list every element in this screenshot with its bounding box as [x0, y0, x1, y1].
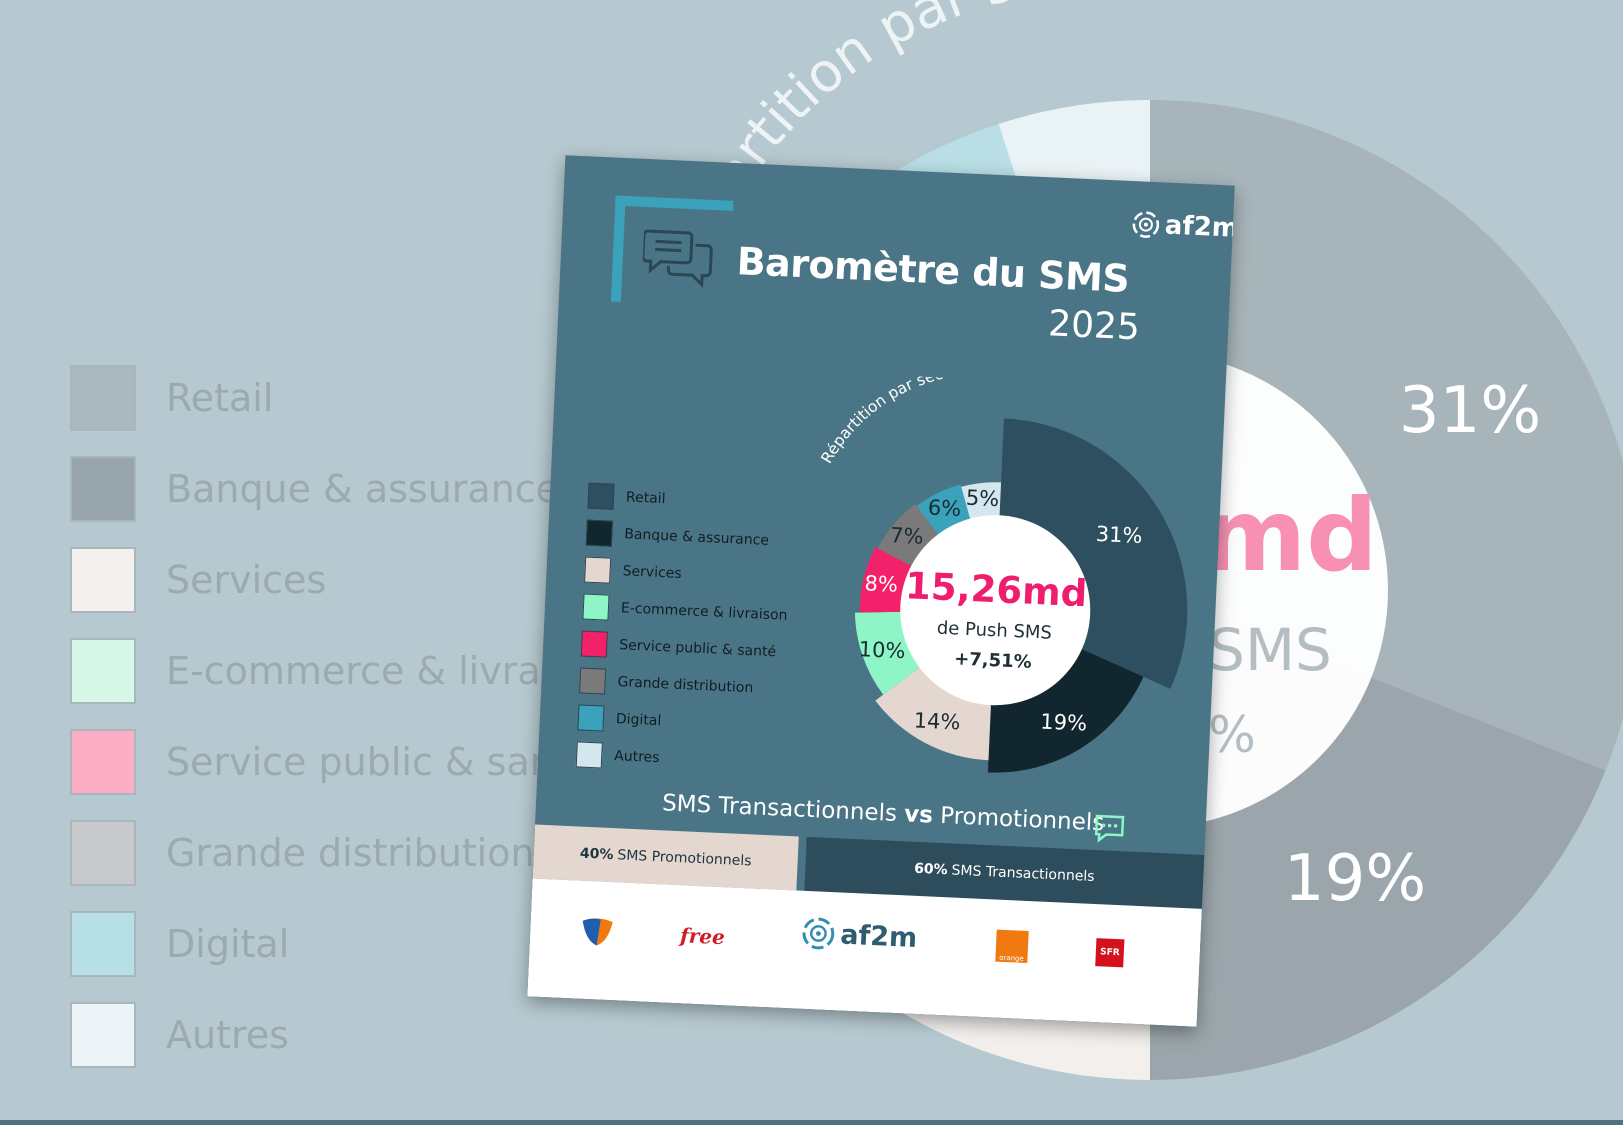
slice-label-e-commerce-livraison: 10%: [858, 637, 906, 663]
legend-swatch: [584, 556, 612, 584]
split-heading-part1: SMS Transactionnels: [661, 790, 898, 827]
background-legend-swatch: [70, 728, 136, 795]
af2m-logo-icon: [1132, 211, 1160, 238]
background-legend-label: Autres: [166, 1012, 289, 1057]
slice-label-grande-distribution: 7%: [890, 523, 924, 548]
promo-percent: 40%: [579, 845, 614, 864]
background-legend-swatch: [70, 1001, 136, 1068]
slice-label-retail: 31%: [1095, 522, 1143, 548]
af2m-logo: af2m: [1130, 209, 1235, 244]
legend-swatch: [585, 519, 613, 547]
barometer-flyer: Baromètre du SMS 2025 af2m Retail Banque …: [527, 155, 1235, 1027]
background-legend-label: Banque & assurance: [166, 466, 560, 511]
legend-item-autres: Autres: [575, 735, 781, 781]
sector-donut-chart: Répartition par secteur 31% 19% 14% 10% 8% 7%…: [817, 371, 1188, 773]
background-legend-item-retail: Retail: [70, 352, 618, 443]
background-legend-label: Grande distribution: [166, 830, 535, 875]
legend-label: Autres: [613, 747, 660, 766]
free-logo: free: [679, 923, 726, 950]
background-center-value: md: [1202, 477, 1378, 594]
af2m-footer-logo-icon: [802, 917, 835, 950]
sfr-logo: SFR: [1095, 938, 1125, 968]
bouygues-logo-icon: [582, 918, 613, 946]
title-bracket: [615, 195, 734, 211]
background-legend-item-autres: Autres: [70, 989, 618, 1080]
background-legend-label: Digital: [166, 921, 290, 966]
legend-label: Digital: [615, 710, 662, 729]
legend-label: Services: [622, 562, 683, 582]
legend-label: Service public & santé: [618, 636, 777, 660]
background-legend-swatch: [70, 819, 136, 886]
flyer-title: Baromètre du SMS: [735, 239, 1131, 301]
background-legend-swatch: [70, 910, 136, 977]
message-icon: [1094, 814, 1125, 843]
promo-label: SMS Promotionnels: [617, 847, 752, 870]
transactional-percent: 60%: [913, 860, 948, 879]
af2m-footer-logo-text: af2m: [839, 919, 918, 954]
center-growth: +7,51%: [954, 648, 1032, 672]
background-legend-item-service-public-sante: Service public & santé: [70, 716, 618, 807]
legend-swatch: [587, 482, 615, 510]
slice-label-banque-assurance: 19%: [1040, 710, 1088, 736]
slice-label-services: 14%: [913, 708, 961, 734]
background-legend-label: Services: [166, 557, 327, 602]
legend-swatch: [575, 740, 603, 769]
background-legend-item-banque-assurance: Banque & assurance: [70, 443, 618, 534]
background-legend-label: Service public & santé: [166, 739, 593, 784]
slice-label-digital: 6%: [927, 496, 961, 521]
center-total-value: 15,26md: [904, 564, 1088, 615]
chart-title: Répartition par secteur: [817, 371, 977, 473]
background-legend-item-e-commerce-livraison: E-commerce & livraison: [70, 625, 618, 716]
af2m-footer-logo: af2m: [800, 915, 918, 956]
legend-label: E-commerce & livraison: [620, 599, 788, 624]
background-legend-swatch: [70, 455, 136, 522]
legend-swatch: [577, 703, 605, 732]
orange-logo: orange: [995, 929, 1029, 964]
af2m-logo-text: af2m: [1164, 210, 1235, 244]
split-heading-vs: vs: [903, 801, 934, 829]
legend-swatch: [580, 629, 608, 658]
background-legend-swatch: [70, 364, 136, 431]
background-center-growth: %: [1208, 706, 1256, 764]
sector-legend: Retail Banque & assurance Services E-commer…: [575, 477, 793, 782]
donut-hole: [900, 515, 1091, 706]
transactional-label: SMS Transactionnels: [951, 862, 1095, 885]
slice-label-autres: 5%: [965, 486, 999, 511]
background-legend-item-digital: Digital: [70, 898, 618, 989]
background-legend-swatch: [70, 637, 136, 704]
legend-swatch: [579, 666, 607, 695]
background-legend: Retail Banque & assurance Services E-commer…: [70, 352, 618, 1080]
background-legend-item-grande-distribution: Grande distribution: [70, 807, 618, 898]
background-legend-item-services: Services: [70, 534, 618, 625]
legend-swatch: [582, 593, 610, 621]
background-label-31: 31%: [1399, 374, 1541, 448]
background-label-19: 19%: [1284, 842, 1426, 916]
background-legend-label: Retail: [166, 375, 274, 420]
bottom-rule: [0, 1120, 1623, 1125]
legend-label: Retail: [625, 488, 666, 507]
flyer-year: 2025: [1047, 303, 1141, 349]
legend-label: Banque & assurance: [623, 525, 770, 549]
background-legend-swatch: [70, 546, 136, 613]
title-bracket-side: [610, 195, 626, 302]
center-total-label: de Push SMS: [936, 618, 1052, 644]
slice-label-service-public-sante: 8%: [864, 571, 898, 596]
background-center-label: SMS: [1208, 616, 1332, 684]
chat-bubbles-icon: [641, 229, 713, 288]
split-heading-part2: Promotionnels: [939, 802, 1105, 837]
legend-label: Grande distribution: [617, 673, 754, 696]
operators-footer: free af2m orange SFR: [527, 878, 1202, 1027]
